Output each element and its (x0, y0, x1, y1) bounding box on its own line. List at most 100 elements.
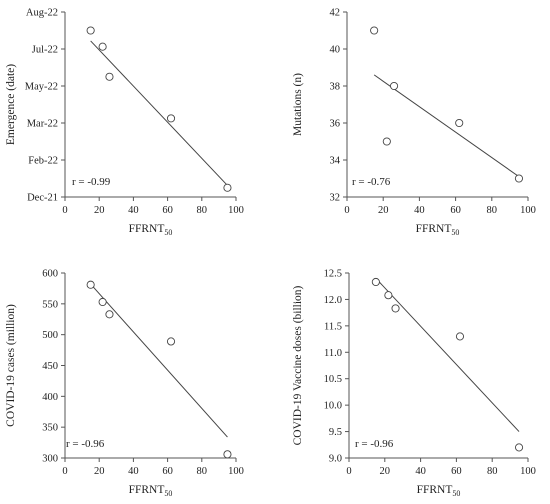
y-tick-label: 500 (42, 330, 58, 341)
x-axis-label-subscript: 50 (164, 489, 172, 498)
correlation-annotation: r = -0.76 (352, 176, 391, 188)
data-point (86, 280, 95, 289)
y-axis-label: Emergence (date) (5, 64, 17, 145)
data-point (166, 337, 176, 346)
x-axis-label-main: FFRNT (417, 484, 453, 496)
data-point (86, 26, 95, 35)
y-tick-label: 9.0 (329, 454, 342, 465)
y-tick-label: 42 (330, 8, 341, 19)
y-tick-label: 9.5 (329, 427, 342, 438)
y-tick-label: 450 (42, 361, 58, 372)
data-point (105, 310, 114, 319)
y-tick-label: 12.5 (324, 269, 342, 280)
x-axis-label: FFRNT50 (416, 223, 460, 237)
y-tick-label: 11.0 (324, 348, 342, 359)
x-axis-label: FFRNT50 (417, 484, 461, 498)
correlation-annotation: r = -0.96 (355, 438, 394, 450)
y-tick-label: 550 (42, 299, 58, 310)
data-point (384, 291, 393, 300)
x-tick-label: 80 (487, 205, 498, 216)
data-point (166, 114, 176, 123)
x-axis-label-main: FFRNT (416, 223, 452, 235)
y-tick-label: Jul-22 (32, 45, 58, 56)
y-tick-label: 36 (330, 119, 341, 130)
data-point (370, 26, 379, 35)
x-tick-label: 80 (197, 205, 208, 216)
regression-line (375, 277, 520, 432)
chart-panel-1: 0 20 40 60 80 100 Dec-21 Feb-22 Mar-22 May-22 Jul-… (5, 8, 244, 238)
y-tick-label: 38 (330, 82, 341, 93)
correlation-annotation: r = -0.96 (66, 438, 105, 450)
y-tick-label: Aug-22 (26, 8, 58, 19)
y-tick-label: 300 (42, 454, 58, 465)
x-tick-label: 20 (380, 466, 391, 477)
y-tick-label: 40 (330, 45, 341, 56)
x-tick-label: 60 (450, 205, 461, 216)
y-tick-label: 10.5 (324, 374, 342, 385)
x-tick-label: 40 (414, 205, 425, 216)
x-tick-label: 40 (128, 466, 139, 477)
x-axis-label-subscript: 50 (451, 228, 459, 237)
x-tick-label: 40 (128, 205, 139, 216)
x-tick-label: 100 (228, 466, 244, 477)
regression-line (90, 283, 228, 438)
correlation-annotation: r = -0.99 (72, 176, 111, 188)
y-axis-label: COVID-19 Vaccine doses (billion) (292, 285, 304, 445)
data-point (98, 297, 107, 307)
data-point (223, 183, 232, 192)
x-axis-label-main: FFRNT (129, 484, 165, 496)
y-tick-label: Dec-21 (27, 193, 58, 204)
x-tick-label: 40 (415, 466, 426, 477)
x-axis-label: FFRNT50 (129, 223, 173, 237)
x-tick-label: 20 (94, 466, 105, 477)
x-axis-label-subscript: 50 (452, 489, 460, 498)
y-tick-label: May-22 (25, 82, 58, 93)
data-point (382, 137, 391, 146)
x-tick-label: 100 (520, 466, 536, 477)
data-point (371, 277, 380, 287)
regression-line (90, 40, 228, 186)
x-tick-label: 80 (197, 466, 208, 477)
chart-panel-2: 0 20 40 60 80 100 32 34 36 38 40 42 FFRNT50 Mutations… (292, 8, 536, 238)
x-tick-label: 20 (94, 205, 105, 216)
y-axis-label: COVID-19 cases (million) (5, 304, 17, 427)
y-tick-label: 34 (330, 156, 341, 167)
x-tick-label: 80 (487, 466, 498, 477)
x-tick-label: 0 (344, 205, 349, 216)
data-point (223, 450, 232, 459)
x-tick-label: 20 (378, 205, 389, 216)
x-tick-label: 100 (228, 205, 244, 216)
y-tick-label: 32 (330, 193, 341, 204)
y-tick-label: 12.0 (324, 295, 342, 306)
x-tick-label: 0 (62, 205, 67, 216)
x-axis-label-subscript: 50 (164, 228, 172, 237)
x-tick-label: 60 (162, 466, 173, 477)
data-point (455, 332, 465, 341)
y-tick-label: 400 (42, 392, 58, 403)
data-point (391, 304, 400, 313)
y-tick-label: Feb-22 (28, 156, 58, 167)
x-tick-label: 0 (62, 466, 67, 477)
x-tick-label: 60 (451, 466, 462, 477)
x-axis-label-main: FFRNT (129, 223, 165, 235)
y-tick-label: Mar-22 (27, 119, 58, 130)
y-tick-label: 11.5 (324, 321, 342, 332)
y-axis-label: Mutations (n) (292, 73, 304, 136)
data-point (514, 174, 524, 183)
chart-panel-3: 0 20 40 60 80 100 300 350 400 450 500 550 600 FFRNT50… (5, 269, 244, 499)
y-tick-label: 10.0 (324, 401, 342, 412)
data-point (105, 72, 114, 81)
regression-line (373, 74, 520, 178)
data-point (455, 118, 464, 128)
data-point (515, 443, 524, 452)
data-point (390, 81, 399, 91)
y-tick-label: 600 (42, 269, 58, 280)
x-axis-label: FFRNT50 (129, 484, 173, 498)
x-tick-label: 0 (346, 466, 351, 477)
x-tick-label: 60 (162, 205, 173, 216)
chart-panel-4: 0 20 40 60 80 100 9.0 9.5 10.0 10.5 11.0 11.5 12.0 12… (292, 269, 536, 499)
data-point (98, 42, 107, 51)
x-tick-label: 100 (520, 205, 536, 216)
y-tick-label: 350 (42, 423, 58, 434)
